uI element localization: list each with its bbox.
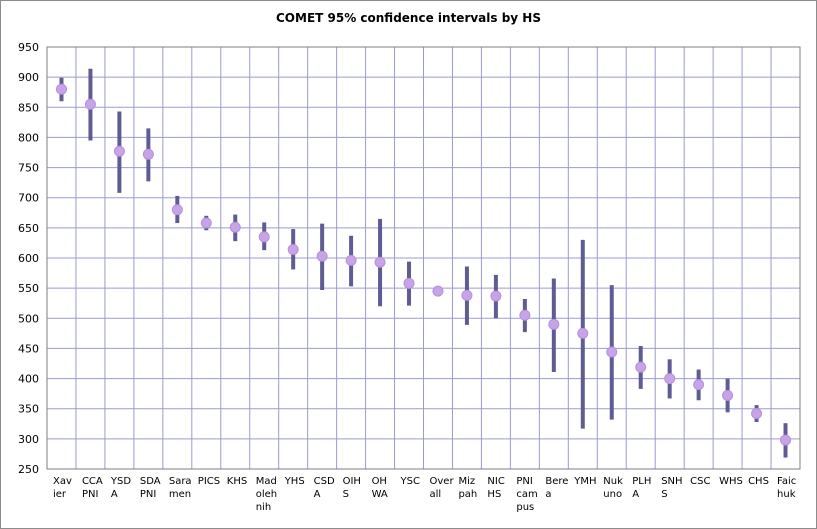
mean-point: [345, 254, 357, 266]
y-tick-label: 850: [18, 101, 39, 114]
y-tick-label: 900: [18, 71, 39, 84]
x-tick-label: NIC HS: [487, 476, 504, 500]
mean-point: [200, 217, 212, 229]
mean-point: [751, 408, 763, 420]
x-tick-label: Mad oleh nih: [256, 476, 277, 513]
mean-point: [55, 83, 67, 95]
mean-point: [258, 231, 270, 243]
x-tick-label: CSC: [690, 476, 710, 487]
x-tick-label: Faic huk: [777, 476, 796, 500]
x-tick-label: YHS: [284, 476, 305, 487]
x-tick-label: CHS: [748, 476, 769, 487]
mean-point: [606, 346, 618, 358]
x-tick-label: Xav ier: [53, 476, 72, 500]
y-tick-label: 750: [18, 162, 39, 175]
chart-title: COMET 95% confidence intervals by HS: [276, 11, 541, 25]
x-tick-label: KHS: [227, 476, 247, 487]
mean-point: [113, 145, 125, 157]
x-tick-label: SDA PNI: [140, 476, 161, 500]
mean-point: [287, 244, 299, 256]
x-tick-label: OIH S: [343, 476, 361, 500]
mean-point: [432, 285, 444, 297]
mean-point: [693, 379, 705, 391]
x-tick-label: YSC: [400, 476, 420, 487]
x-tick-label: YMH: [573, 476, 596, 487]
mean-point: [722, 389, 734, 401]
mean-point: [664, 373, 676, 385]
x-tick-label: Sara men: [169, 476, 192, 500]
mean-point: [142, 148, 154, 160]
y-tick-label: 650: [18, 222, 39, 235]
y-tick-label: 600: [18, 252, 39, 265]
mean-point: [229, 221, 241, 233]
mean-point: [548, 318, 560, 330]
mean-point: [635, 361, 647, 373]
x-tick-label: Miz pah: [458, 476, 477, 500]
y-tick-label: 500: [18, 312, 39, 325]
x-tick-label: Nuk uno: [603, 476, 623, 500]
x-tick-label: Bere a: [545, 476, 568, 500]
y-tick-label: 550: [18, 282, 39, 295]
x-tick-label: PNI cam pus: [516, 476, 537, 513]
x-tick-label: CSD A: [314, 476, 335, 500]
x-tick-label: SNH S: [661, 476, 682, 500]
mean-point: [403, 277, 415, 289]
mean-point: [374, 256, 386, 268]
mean-point: [780, 434, 792, 446]
x-tick-label: Over all: [430, 476, 455, 500]
plot-border: [46, 46, 801, 470]
mean-point: [461, 289, 473, 301]
mean-point: [84, 98, 96, 110]
y-tick-label: 300: [18, 433, 39, 446]
y-tick-label: 800: [18, 131, 39, 144]
y-tick-label: 350: [18, 403, 39, 416]
x-tick-label: WHS: [719, 476, 743, 487]
mean-point: [490, 290, 502, 302]
y-tick-label: 950: [18, 41, 39, 54]
mean-point: [519, 309, 531, 321]
mean-point: [577, 327, 589, 339]
mean-point: [316, 250, 328, 262]
mean-point: [171, 204, 183, 216]
x-tick-label: PLH A: [632, 476, 651, 500]
x-tick-label: OH WA: [372, 476, 388, 500]
y-tick-label: 700: [18, 192, 39, 205]
x-tick-label: PICS: [198, 476, 220, 487]
y-tick-label: 250: [18, 463, 39, 476]
x-tick-label: CCA PNI: [82, 476, 103, 500]
x-tick-label: YSD A: [110, 476, 131, 500]
y-tick-label: 450: [18, 342, 39, 355]
y-tick-label: 400: [18, 373, 39, 386]
